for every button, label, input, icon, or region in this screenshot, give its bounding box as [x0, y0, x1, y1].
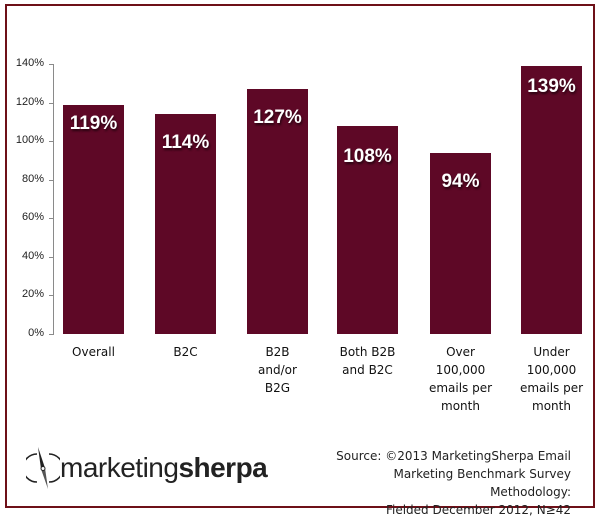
y-tick-label: 20% — [0, 288, 44, 300]
x-category-label: B2C — [136, 343, 236, 361]
bar: 127% — [247, 89, 308, 334]
bar-value-label: 94% — [430, 171, 491, 193]
source-note: Source: ©2013 MarketingSherpa Email Mark… — [311, 447, 571, 519]
bar-value-label: 127% — [247, 107, 308, 129]
bar: 94% — [430, 153, 491, 334]
y-tick-mark — [49, 257, 54, 258]
y-tick-mark — [49, 103, 54, 104]
y-tick-mark — [49, 64, 54, 65]
y-tick-label: 0% — [0, 327, 44, 339]
x-category-label: Overall — [44, 343, 144, 361]
y-tick-label: 60% — [0, 211, 44, 223]
y-tick-label: 100% — [0, 134, 44, 146]
y-tick-label: 140% — [0, 57, 44, 69]
bar: 114% — [155, 114, 216, 334]
bar: 108% — [337, 126, 398, 334]
x-category-label: Both B2B and B2C — [318, 343, 418, 379]
x-category-label: Over 100,000 emails per month — [411, 343, 511, 415]
y-tick-mark — [49, 180, 54, 181]
y-tick-mark — [49, 295, 54, 296]
logo-wordmark: marketingsherpa — [60, 452, 267, 484]
bar: 119% — [63, 105, 124, 335]
compass-icon — [26, 445, 60, 491]
source-line: Marketing Benchmark Survey Methodology: — [311, 465, 571, 501]
bar: 139% — [521, 66, 582, 334]
bar-value-label: 139% — [521, 76, 582, 98]
y-axis — [53, 64, 54, 335]
y-tick-label: 120% — [0, 96, 44, 108]
bar-value-label: 108% — [337, 146, 398, 168]
bar-value-label: 114% — [155, 132, 216, 154]
bar-value-label: 119% — [63, 113, 124, 135]
source-line: Fielded December 2012, N≥42 — [311, 501, 571, 519]
y-tick-mark — [49, 334, 54, 335]
y-tick-label: 40% — [0, 250, 44, 262]
source-line: Source: ©2013 MarketingSherpa Email — [311, 447, 571, 465]
y-tick-mark — [49, 141, 54, 142]
y-tick-label: 80% — [0, 173, 44, 185]
marketingsherpa-logo: marketingsherpa — [26, 448, 267, 488]
x-category-label: B2B and/or B2G — [228, 343, 328, 397]
y-tick-mark — [49, 218, 54, 219]
x-category-label: Under 100,000 emails per month — [502, 343, 600, 415]
